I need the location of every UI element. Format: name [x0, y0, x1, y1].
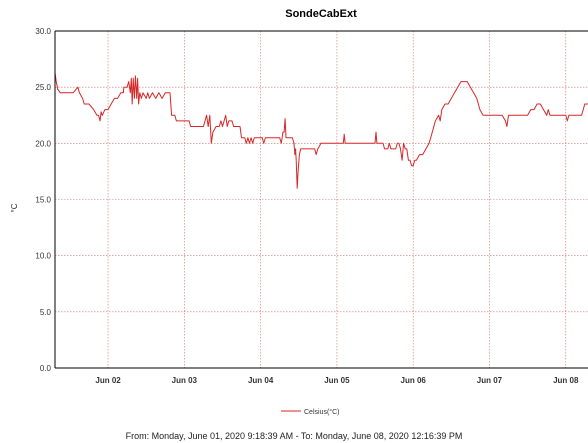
- legend: Celsius(°C): [281, 408, 339, 416]
- chart-title: SondeCabExt: [285, 8, 357, 20]
- x-tick-label: Jun 03: [172, 376, 198, 385]
- legend-label: Celsius(°C): [304, 408, 339, 416]
- date-range-footer: From: Monday, June 01, 2020 9:18:39 AM -…: [125, 431, 463, 441]
- x-tick-label: Jun 06: [401, 376, 427, 385]
- y-axis-label: °C: [10, 203, 19, 212]
- x-tick-label: Jun 02: [95, 376, 121, 385]
- y-tick-label: 20.0: [35, 139, 51, 148]
- y-tick-label: 30.0: [35, 27, 51, 36]
- y-tick-label: 0.0: [40, 364, 52, 373]
- series-line: [54, 72, 588, 189]
- series-group: [54, 72, 588, 189]
- y-tick-label: 10.0: [35, 252, 51, 261]
- axes: [54, 30, 588, 369]
- y-tick-label: 15.0: [35, 196, 51, 205]
- x-tick-label: Jun 04: [248, 376, 274, 385]
- y-tick-label: 25.0: [35, 83, 51, 92]
- x-tick-label: Jun 07: [477, 376, 503, 385]
- x-tick-label: Jun 05: [324, 376, 350, 385]
- y-axis-ticks: 0.0 5.0 10.0 15.0 20.0 25.0 30.0: [35, 27, 51, 373]
- x-axis-ticks: Jun 02 Jun 03 Jun 04 Jun 05 Jun 06 Jun 07 Jun …: [95, 376, 579, 385]
- x-tick-label: Jun 08: [553, 376, 579, 385]
- y-tick-label: 5.0: [40, 308, 52, 317]
